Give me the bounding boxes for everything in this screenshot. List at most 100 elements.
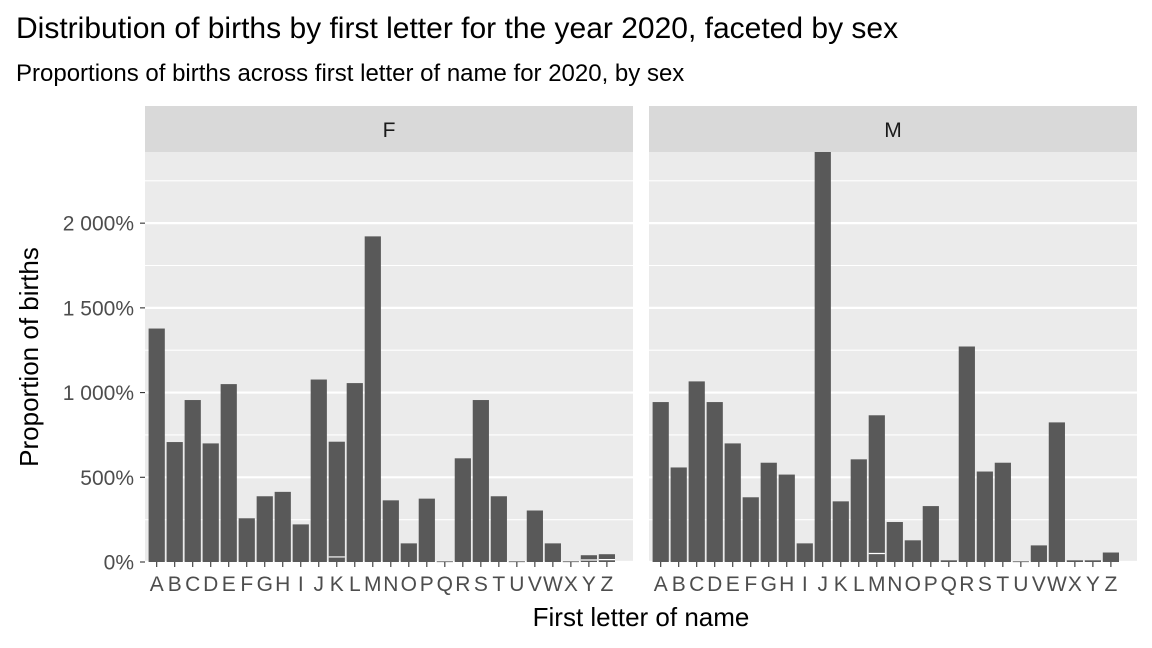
x-tick-label: F — [744, 573, 757, 596]
bar-m-p — [922, 506, 939, 562]
bar-m-k — [832, 501, 849, 562]
y-tick-label: 0% — [104, 552, 134, 575]
x-tick-label: U — [509, 573, 524, 596]
x-tick-label: L — [349, 573, 361, 596]
x-tick-label: P — [420, 573, 434, 596]
x-tick-label: S — [978, 573, 992, 596]
bar-f-o — [400, 543, 417, 562]
x-tick-label: Y — [1086, 573, 1100, 596]
bar-m-o — [904, 540, 921, 562]
bar-f-y — [580, 555, 597, 562]
bar-m-v — [1030, 545, 1047, 562]
x-tick-label: T — [492, 573, 505, 596]
bar-m-g — [760, 462, 777, 562]
bar-m-q — [940, 560, 957, 562]
x-tick-label: Q — [941, 573, 957, 596]
bar-f-t — [490, 496, 507, 562]
bar-m-l — [850, 459, 867, 562]
x-tick-label: R — [959, 573, 974, 596]
x-axis-title: First letter of name — [533, 602, 750, 632]
x-tick-label: L — [853, 573, 865, 596]
x-tick-label: T — [996, 573, 1009, 596]
bar-m-j — [814, 152, 831, 562]
bar-f-g — [256, 496, 273, 562]
y-tick-label: 1 500% — [63, 297, 134, 320]
bar-m-d — [706, 402, 723, 562]
bar-f-d — [202, 443, 219, 562]
facet-panel-f: FA B C D E F G H I J K L M N O P Q R S T U V W X Y Z — [145, 106, 633, 596]
bar-m-e — [724, 443, 741, 562]
x-tick-label: P — [924, 573, 938, 596]
bar-m-a — [652, 402, 669, 562]
bar-f-c — [184, 400, 201, 562]
x-tick-label: A — [150, 573, 164, 596]
x-tick-label: E — [222, 573, 236, 596]
bar-m-b — [670, 467, 687, 562]
x-tick-label: O — [401, 573, 417, 596]
bar-f-r — [454, 458, 471, 562]
bar-f-s — [472, 400, 489, 562]
x-tick-label: V — [1032, 573, 1046, 596]
facet-strip-label: F — [383, 119, 396, 142]
x-tick-label: J — [818, 573, 829, 596]
x-tick-label: M — [364, 573, 382, 596]
x-tick-label: Z — [600, 573, 613, 596]
bar-m-y — [1084, 560, 1101, 562]
x-tick-label: W — [543, 573, 563, 596]
x-tick-label: C — [185, 573, 200, 596]
y-tick-label: 500% — [80, 467, 134, 490]
x-tick-label: F — [240, 573, 253, 596]
bar-f-e — [220, 384, 237, 562]
bar-f-a — [148, 328, 165, 562]
bar-f-q — [436, 561, 453, 563]
x-tick-label: X — [1068, 573, 1082, 596]
bar-m-r — [958, 346, 975, 562]
bar-m-i — [796, 543, 813, 562]
x-tick-label: E — [726, 573, 740, 596]
bar-m-h — [778, 474, 795, 562]
y-axis-title: Proportion of births — [14, 247, 44, 467]
bar-m-u — [1012, 561, 1029, 563]
bar-f-n — [382, 500, 399, 562]
bar-f-b — [166, 442, 183, 562]
chart-title: Distribution of births by first letter f… — [16, 12, 899, 45]
x-tick-label: M — [868, 573, 886, 596]
x-tick-label: D — [707, 573, 722, 596]
bar-m-s — [976, 471, 993, 562]
bar-f-z — [598, 554, 615, 562]
bar-f-h — [274, 491, 291, 562]
y-axis: 0% 500% 1 000% 1 500% 2 000% — [63, 213, 145, 575]
bar-m-z — [1102, 552, 1119, 562]
bar-m-f — [742, 497, 759, 562]
x-tick-label: S — [474, 573, 488, 596]
y-tick-label: 1 000% — [63, 382, 134, 405]
bar-m-x — [1066, 560, 1083, 562]
x-tick-label: Q — [437, 573, 453, 596]
x-tick-label: K — [330, 573, 344, 596]
bar-m-w — [1048, 422, 1065, 562]
x-tick-label: W — [1047, 573, 1067, 596]
x-tick-label: A — [654, 573, 668, 596]
bar-f-i — [292, 524, 309, 562]
bar-m-t — [994, 462, 1011, 562]
x-tick-label: Z — [1104, 573, 1117, 596]
bar-m-n — [886, 522, 903, 562]
bar-f-v — [526, 510, 543, 562]
x-tick-label: O — [905, 573, 921, 596]
facet-panel-m: MA B C D E F G H I J K L M N O P Q R S T U V W X Y Z — [649, 106, 1137, 596]
facet-strip-label: M — [884, 119, 902, 142]
bar-f-l — [346, 383, 363, 562]
y-tick-label: 2 000% — [63, 213, 134, 236]
x-tick-label: I — [802, 573, 808, 596]
x-tick-label: B — [672, 573, 686, 596]
x-tick-label: Y — [582, 573, 596, 596]
x-tick-label: N — [887, 573, 902, 596]
x-tick-label: R — [455, 573, 470, 596]
bar-f-f — [238, 518, 255, 562]
chart-subtitle: Proportions of births across first lette… — [16, 60, 685, 87]
bar-f-x — [562, 561, 579, 563]
x-tick-label: H — [275, 573, 290, 596]
bar-m-c — [688, 381, 705, 562]
x-tick-label: G — [257, 573, 273, 596]
